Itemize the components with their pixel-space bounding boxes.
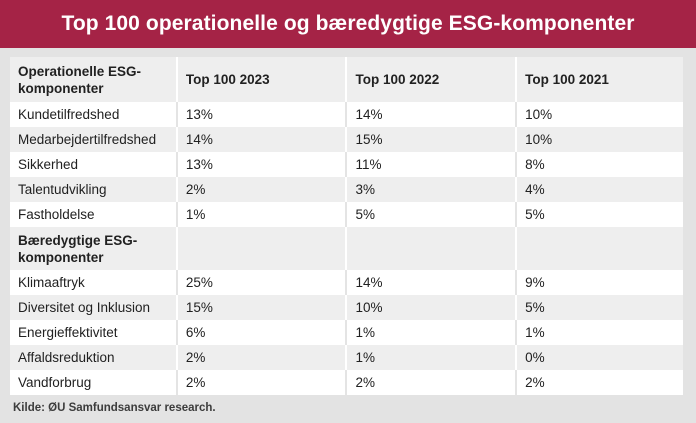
row-value: 25% <box>175 270 347 295</box>
column-header-2021: Top 100 2021 <box>515 57 683 102</box>
row-value: 1% <box>345 345 517 370</box>
row-value: 13% <box>175 152 347 177</box>
row-value <box>345 227 517 270</box>
table-row: Medarbejdertilfredshed 14% 15% 10% <box>10 127 683 152</box>
row-label: Vandforbrug <box>18 375 92 390</box>
page-title: Top 100 operationelle og bæredygtige ESG… <box>61 12 635 35</box>
table-row: Fastholdelse 1% 5% 5% <box>10 202 683 227</box>
table-row: Kundetilfredshed 13% 14% 10% <box>10 102 683 127</box>
row-value: 1% <box>515 320 683 345</box>
row-value: 9% <box>515 270 683 295</box>
table-row: Energieffektivitet 6% 1% 1% <box>10 320 683 345</box>
row-value: 1% <box>175 202 347 227</box>
row-value: 6% <box>175 320 347 345</box>
row-label: Fastholdelse <box>18 207 95 222</box>
row-value: 2% <box>175 177 347 202</box>
row-value: 14% <box>345 270 517 295</box>
row-value: 5% <box>515 295 683 320</box>
title-banner: Top 100 operationelle og bæredygtige ESG… <box>0 0 696 48</box>
row-value: 2% <box>515 370 683 395</box>
row-value: 0% <box>515 345 683 370</box>
row-value <box>175 227 347 270</box>
row-value: 3% <box>345 177 517 202</box>
row-value: 2% <box>175 345 347 370</box>
esg-components-table: Operationelle ESG-komponenter Top 100 20… <box>10 57 683 395</box>
row-label: Kundetilfredshed <box>18 107 120 122</box>
table-row: Sikkerhed 13% 11% 8% <box>10 152 683 177</box>
table-header-row: Operationelle ESG-komponenter Top 100 20… <box>10 57 683 102</box>
row-value <box>515 227 683 270</box>
table-row: Vandforbrug 2% 2% 2% <box>10 370 683 395</box>
table-row: Talentudvikling 2% 3% 4% <box>10 177 683 202</box>
row-value: 8% <box>515 152 683 177</box>
row-value: 1% <box>345 320 517 345</box>
table-row: Affaldsreduktion 2% 1% 0% <box>10 345 683 370</box>
row-value: 2% <box>345 370 517 395</box>
table-area: Operationelle ESG-komponenter Top 100 20… <box>0 48 696 395</box>
row-label: Sikkerhed <box>18 157 79 172</box>
section-header-row: Bæredygtige ESG-komponenter <box>10 227 683 270</box>
row-value: 5% <box>515 202 683 227</box>
table-row: Diversitet og Inklusion 15% 10% 5% <box>10 295 683 320</box>
row-value: 4% <box>515 177 683 202</box>
row-label: Affaldsreduktion <box>18 350 115 365</box>
table-row: Klimaaftryk 25% 14% 9% <box>10 270 683 295</box>
row-label: Medarbejdertilfredshed <box>18 132 157 147</box>
row-value: 10% <box>515 127 683 152</box>
row-label: Diversitet og Inklusion <box>18 300 151 315</box>
row-value: 14% <box>175 127 347 152</box>
row-value: 2% <box>175 370 347 395</box>
row-label: Talentudvikling <box>18 182 107 197</box>
row-value: 5% <box>345 202 517 227</box>
row-value: 13% <box>175 102 347 127</box>
row-value: 14% <box>345 102 517 127</box>
column-header-components: Operationelle ESG-komponenter <box>10 57 177 102</box>
row-value: 15% <box>345 127 517 152</box>
row-value: 11% <box>345 152 517 177</box>
section-label: Bæredygtige ESG-komponenter <box>18 232 138 265</box>
column-header-2022: Top 100 2022 <box>345 57 517 102</box>
row-value: 10% <box>345 295 517 320</box>
row-label: Energieffektivitet <box>18 325 118 340</box>
row-value: 15% <box>175 295 347 320</box>
source-note: Kilde: ØU Samfundsansvar research. <box>0 395 696 423</box>
column-header-2023: Top 100 2023 <box>175 57 347 102</box>
source-text: Kilde: ØU Samfundsansvar research. <box>13 402 216 414</box>
row-value: 10% <box>515 102 683 127</box>
row-label: Klimaaftryk <box>18 275 85 290</box>
